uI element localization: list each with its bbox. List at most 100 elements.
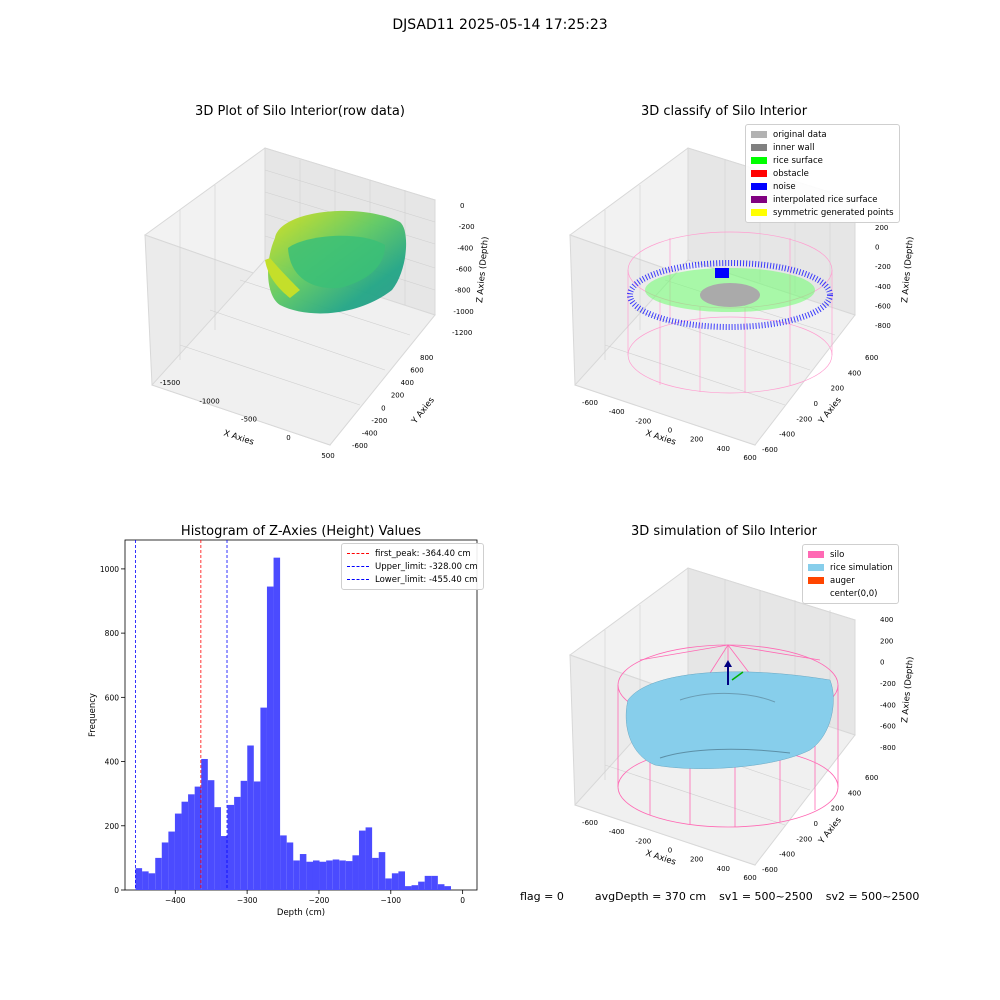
legend-swatch <box>751 157 767 164</box>
z-tick-label: -200 <box>875 263 891 271</box>
histogram-bar <box>372 857 379 890</box>
histogram-bar <box>312 860 320 890</box>
x-tick-label: 600 <box>743 874 756 882</box>
x-tick-label: -400 <box>609 408 625 416</box>
legend-entry: symmetric generated points <box>751 206 894 219</box>
histogram-bar <box>155 857 162 890</box>
legend-entry: noise <box>751 180 894 193</box>
histogram-bar <box>437 884 445 890</box>
histogram-bar <box>365 827 373 890</box>
y-tick-label: 600 <box>410 367 423 375</box>
legend-label: rice simulation <box>830 562 893 573</box>
histogram-bar <box>299 854 307 890</box>
y-tick-label: 400 <box>401 379 414 387</box>
legend-label: first_peak: -364.40 cm <box>375 548 471 559</box>
sv1-text: sv1 = 500~2500 <box>719 890 813 903</box>
legend-label: interpolated rice surface <box>773 194 878 205</box>
legend-label: Upper_limit: -328.00 cm <box>375 561 478 572</box>
y-tick-label: -600 <box>352 442 368 450</box>
histogram-bar <box>280 835 287 890</box>
legend-entry: Lower_limit: -455.40 cm <box>347 573 478 586</box>
histogram-bar <box>188 794 195 890</box>
z-tick-label: -800 <box>455 287 471 295</box>
legend-swatch <box>808 590 824 597</box>
x-tick-label: 400 <box>717 445 730 453</box>
x-tick-label: −100 <box>380 896 401 905</box>
z-tick-label: -1200 <box>452 329 472 337</box>
legend-swatch <box>751 144 767 151</box>
histogram-bar <box>286 842 294 890</box>
panel1-title: 3D Plot of Silo Interior(row data) <box>195 104 405 119</box>
histogram-bar <box>201 758 208 890</box>
y-tick-label: 400 <box>848 369 861 377</box>
histogram-bar <box>234 796 241 890</box>
panel3-histogram: −400 −300 −200 −100 0 0 200 400 600 800 1000 Depth … <box>88 539 478 918</box>
legend-entry: first_peak: -364.40 cm <box>347 547 478 560</box>
histogram-bar <box>378 852 386 890</box>
z-tick-label: -200 <box>880 680 896 688</box>
y-tick-label: 0 <box>814 400 818 408</box>
legend-label: silo <box>830 549 845 560</box>
x-tick-label: −300 <box>237 896 258 905</box>
legend-swatch <box>751 170 767 177</box>
y-tick-label: -400 <box>779 431 795 439</box>
histogram-bar <box>358 830 366 890</box>
z-tick-label: 400 <box>880 616 893 624</box>
panel3-legend: first_peak: -364.40 cm Upper_limit: -328.… <box>341 543 484 590</box>
sv2-text: sv2 = 500~2500 <box>825 890 920 903</box>
histogram-bar <box>398 871 406 890</box>
histogram-bar <box>253 781 261 890</box>
legend-label: auger <box>830 575 855 586</box>
z-tick-label: -600 <box>875 302 891 310</box>
x-tick-label: 0 <box>668 427 672 435</box>
x-tick-label: -600 <box>582 399 598 407</box>
y-axis-label: Y Axies <box>816 815 844 847</box>
histogram-bar <box>306 861 313 890</box>
histogram-bar <box>174 813 182 890</box>
z-tick-label: -400 <box>457 244 473 252</box>
legend-entry: auger <box>808 574 893 587</box>
y-tick-label: 600 <box>865 354 878 362</box>
y-tick-label: 200 <box>105 822 120 831</box>
histogram-bar <box>444 886 451 890</box>
x-tick-label: 400 <box>717 865 730 873</box>
x-tick-label: 500 <box>321 452 334 460</box>
y-axis-label: Y Axies <box>409 395 437 427</box>
y-tick-label: 200 <box>831 805 844 813</box>
y-tick-label: 200 <box>831 385 844 393</box>
x-tick-label: -500 <box>241 416 257 424</box>
z-tick-label: -600 <box>880 723 896 731</box>
legend-label: inner wall <box>773 142 815 153</box>
legend-entry: rice surface <box>751 154 894 167</box>
histogram-bar <box>411 885 419 890</box>
panel4-title: 3D simulation of Silo Interior <box>631 524 817 539</box>
legend-swatch <box>347 553 369 554</box>
y-tick-label: -600 <box>762 446 778 454</box>
histogram-bar <box>135 868 143 890</box>
x-tick-label: 200 <box>690 856 703 864</box>
y-tick-label: -200 <box>796 415 812 423</box>
y-tick-label: -600 <box>762 866 778 874</box>
legend-entry: Upper_limit: -328.00 cm <box>347 560 478 573</box>
histogram-bar <box>142 871 149 890</box>
y-tick-label: -400 <box>362 429 378 437</box>
histogram-bar <box>326 860 333 890</box>
legend-swatch <box>751 209 767 216</box>
histogram-bar <box>345 861 353 890</box>
z-tick-label: 200 <box>880 637 893 645</box>
y-tick-label: 400 <box>848 789 861 797</box>
y-tick-label: 0 <box>814 820 818 828</box>
histogram-bar <box>431 875 438 890</box>
histogram-bar <box>260 707 267 890</box>
panel2-legend: original data inner wall rice surface obsta… <box>745 124 900 223</box>
y-tick-label: 800 <box>420 354 433 362</box>
flag-text: flag = 0 <box>520 890 564 903</box>
legend-swatch <box>751 183 767 190</box>
avg-depth-text: avgDepth = 370 cm <box>594 890 707 903</box>
footer-status: flag = 0 avgDepth = 370 cm sv1 = 500~250… <box>520 890 919 903</box>
histogram-bar <box>424 875 432 890</box>
x-tick-label: 200 <box>690 436 703 444</box>
legend-entry: silo <box>808 548 893 561</box>
z-tick-label: 0 <box>460 202 464 210</box>
legend-entry: original data <box>751 128 894 141</box>
